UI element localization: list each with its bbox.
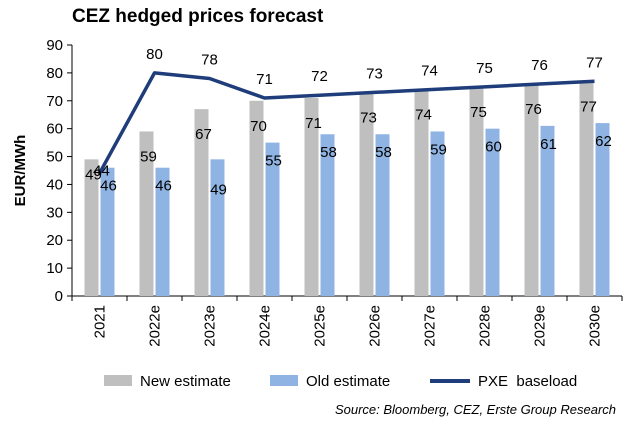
bar-new-estimate xyxy=(414,89,429,296)
data-label-new-estimate: 67 xyxy=(195,126,212,143)
bar-new-estimate xyxy=(194,109,209,297)
x-tick-label: 2023e xyxy=(202,305,219,347)
data-label-new-estimate: 77 xyxy=(580,98,597,115)
data-label-old-estimate: 55 xyxy=(265,153,282,170)
y-axis-label: EUR/MWh xyxy=(12,135,29,207)
bar-old-estimate xyxy=(375,134,390,296)
data-label-pxe-baseload: 71 xyxy=(256,71,273,88)
x-tick-label: 2030e xyxy=(587,305,604,347)
bar-old-estimate xyxy=(595,123,610,296)
x-tick-label: 2021 xyxy=(92,305,109,338)
bar-new-estimate xyxy=(249,100,264,297)
legend-swatch-new-estimate xyxy=(104,375,132,386)
data-label-pxe-baseload: 44 xyxy=(93,162,110,179)
bar-new-estimate xyxy=(579,81,594,296)
data-label-pxe-baseload: 75 xyxy=(476,60,493,77)
data-label-new-estimate: 59 xyxy=(140,148,157,165)
data-label-pxe-baseload: 77 xyxy=(586,54,603,71)
data-label-old-estimate: 46 xyxy=(100,178,117,195)
bar-new-estimate xyxy=(304,97,319,296)
data-label-old-estimate: 60 xyxy=(485,139,502,156)
data-label-old-estimate: 61 xyxy=(540,136,557,153)
data-label-new-estimate: 75 xyxy=(470,104,487,121)
x-tick-label: 2024e xyxy=(257,305,274,347)
x-tick-label: 2025e xyxy=(312,305,329,347)
y-tick-label: 80 xyxy=(46,65,63,82)
y-tick-label: 40 xyxy=(46,176,63,193)
y-tick-label: 20 xyxy=(46,232,63,249)
chart-title: CEZ hedged prices forecast xyxy=(72,6,324,27)
data-label-pxe-baseload: 74 xyxy=(421,63,438,80)
data-label-old-estimate: 58 xyxy=(320,144,337,161)
data-label-old-estimate: 62 xyxy=(595,133,612,150)
bar-old-estimate xyxy=(320,134,335,296)
x-tick-label: 2026e xyxy=(367,305,384,347)
bar-old-estimate xyxy=(430,131,445,296)
x-tick-label: 2022e xyxy=(147,305,164,347)
legend-label-old-estimate: Old estimate xyxy=(306,373,390,390)
bar-old-estimate xyxy=(155,167,170,296)
data-label-new-estimate: 76 xyxy=(525,101,542,118)
legend-label-new-estimate: New estimate xyxy=(140,373,231,390)
y-tick-label: 90 xyxy=(46,37,63,54)
data-label-pxe-baseload: 73 xyxy=(366,65,383,82)
data-label-old-estimate: 58 xyxy=(375,144,392,161)
data-label-old-estimate: 46 xyxy=(155,178,172,195)
x-tick-label: 2027e xyxy=(422,305,439,347)
bar-new-estimate xyxy=(469,86,484,296)
data-label-old-estimate: 59 xyxy=(430,141,447,158)
line-pxe-baseload xyxy=(97,71,595,175)
y-tick-label: 60 xyxy=(46,121,63,138)
bar-new-estimate xyxy=(359,92,374,297)
y-tick-label: 50 xyxy=(46,149,63,166)
data-label-new-estimate: 49 xyxy=(85,166,102,183)
source-note: Source: Bloomberg, CEZ, Erste Group Rese… xyxy=(334,402,616,417)
data-label-new-estimate: 70 xyxy=(250,118,267,135)
legend-label-pxe-baseload: PXE baseload xyxy=(478,373,577,390)
x-tick-label: 2028e xyxy=(477,305,494,347)
data-label-pxe-baseload: 76 xyxy=(531,57,548,74)
bar-old-estimate xyxy=(210,159,225,296)
y-tick-label: 70 xyxy=(46,93,63,110)
x-tick-label: 2029e xyxy=(532,305,549,347)
legend-swatch-old-estimate xyxy=(270,375,298,386)
y-tick-label: 10 xyxy=(46,260,63,277)
data-label-old-estimate: 49 xyxy=(210,181,227,198)
data-label-pxe-baseload: 72 xyxy=(311,68,328,85)
y-tick-label: 30 xyxy=(46,204,63,221)
data-label-new-estimate: 74 xyxy=(415,107,432,124)
bar-old-estimate xyxy=(265,142,280,296)
data-label-pxe-baseload: 78 xyxy=(201,51,218,68)
data-label-pxe-baseload: 80 xyxy=(146,46,163,63)
bar-new-estimate xyxy=(84,159,99,296)
data-label-new-estimate: 73 xyxy=(360,109,377,126)
bar-old-estimate xyxy=(100,167,115,296)
bar-new-estimate xyxy=(524,84,539,297)
bar-new-estimate xyxy=(139,131,154,296)
data-label-new-estimate: 71 xyxy=(305,115,322,132)
y-tick-label: 0 xyxy=(55,288,63,305)
bar-old-estimate xyxy=(485,128,500,296)
bar-old-estimate xyxy=(540,125,555,296)
